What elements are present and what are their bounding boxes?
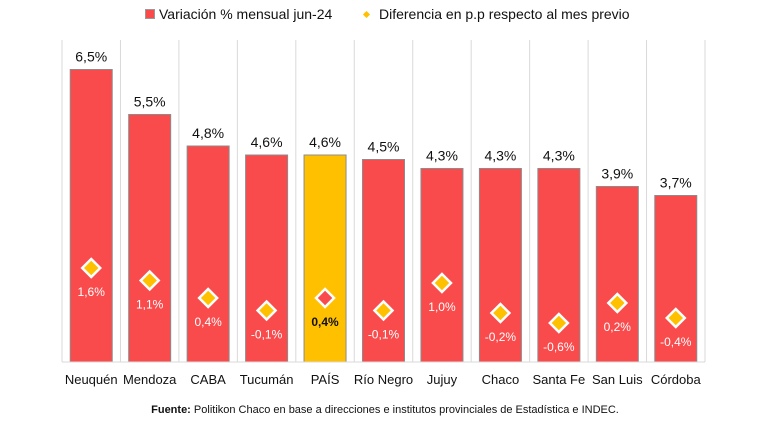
source-text: Politikon Chaco en base a direcciones e … bbox=[190, 404, 619, 416]
diamond-marker bbox=[372, 299, 395, 322]
legend-item-monthly-variation: Variación % mensual jun-24 bbox=[145, 6, 332, 22]
bar-jujuy bbox=[420, 168, 464, 363]
bar-chaco bbox=[478, 168, 522, 363]
bar-neuquén bbox=[69, 69, 113, 363]
diamond-marker bbox=[431, 272, 453, 294]
category-label: Neuquén bbox=[65, 372, 118, 387]
bar-value-label: 6,5% bbox=[75, 49, 107, 65]
category-label: PAÍS bbox=[311, 372, 340, 387]
source-note: Fuente: Politikon Chaco en base a direcc… bbox=[0, 404, 770, 416]
diamond-value-label: 1,0% bbox=[428, 300, 456, 314]
category-label: Tucumán bbox=[240, 372, 294, 387]
diamond-marker bbox=[548, 312, 570, 334]
bar-value-label: 4,8% bbox=[192, 125, 224, 141]
diamond-value-label: -0,1% bbox=[368, 328, 400, 342]
bar-value-label: 4,6% bbox=[251, 134, 283, 150]
diamond-value-label: 1,6% bbox=[78, 285, 106, 299]
category-label: Chaco bbox=[482, 372, 520, 387]
diamond-value-label: -0,1% bbox=[251, 328, 283, 342]
bar-mendoza bbox=[128, 114, 172, 363]
legend-item-pp-difference: Diferencia en p.p respecto al mes previo bbox=[360, 6, 630, 22]
category-label: Córdoba bbox=[651, 372, 702, 387]
bar-país bbox=[303, 154, 347, 363]
bar-value-label: 4,6% bbox=[309, 134, 341, 150]
diamond-value-label: -0,4% bbox=[660, 335, 692, 349]
bar-caba bbox=[186, 145, 230, 363]
bar-tucumán bbox=[245, 154, 289, 363]
category-label: Jujuy bbox=[427, 372, 458, 387]
diamond-value-label: 1,1% bbox=[136, 298, 164, 312]
category-axis-labels: Neuquén Mendoza CABA Tucumán PAÍS Río Negro Ju… bbox=[65, 372, 702, 387]
diamond-marker bbox=[255, 299, 278, 322]
diamond-marker bbox=[80, 257, 102, 279]
bar-value-label: 4,5% bbox=[368, 139, 400, 155]
diamond-value-labels: 1,6% 1,1% 0,4% -0,1% 0,4% -0,1% 1,0% -0,2% -0,6%… bbox=[78, 285, 692, 354]
diamond-marker bbox=[314, 287, 336, 309]
bar-value-label: 3,9% bbox=[601, 166, 633, 182]
diamond-series bbox=[80, 257, 687, 334]
diamond-value-label: -0,2% bbox=[485, 330, 517, 344]
category-label: CABA bbox=[190, 372, 226, 387]
bar-río-negro bbox=[362, 159, 405, 363]
category-separators bbox=[61, 40, 706, 362]
chart-legend: Variación % mensual jun-24 Diferencia en… bbox=[0, 6, 770, 28]
diamond-marker bbox=[138, 269, 161, 292]
bar-chart: 6,5% 5,5% 4,8% 4,6% 4,6% 4,5% 4,3% 4,3% 4,3% 3,9%… bbox=[61, 40, 706, 387]
legend-label: Diferencia en p.p respecto al mes previo bbox=[379, 6, 630, 22]
diamond-value-label: -0,6% bbox=[543, 340, 575, 354]
legend-label: Variación % mensual jun-24 bbox=[159, 6, 333, 22]
diamond-marker bbox=[489, 302, 512, 324]
category-label: San Luis bbox=[592, 372, 643, 387]
bar-value-label: 3,7% bbox=[660, 175, 692, 191]
bar-value-label: 4,3% bbox=[426, 148, 458, 164]
diamond-value-label: 0,4% bbox=[311, 315, 339, 329]
diamond-marker bbox=[606, 292, 629, 314]
diamond-marker bbox=[197, 287, 219, 309]
bar-córdoba bbox=[654, 195, 698, 363]
bar-value-label: 4,3% bbox=[484, 148, 516, 164]
category-label: Río Negro bbox=[354, 372, 413, 387]
bar-value-label: 5,5% bbox=[134, 94, 166, 110]
diamond-marker bbox=[665, 307, 687, 329]
source-prefix: Fuente: bbox=[151, 404, 191, 416]
bar-series bbox=[69, 69, 698, 363]
category-label: Mendoza bbox=[123, 372, 177, 387]
diamond-value-label: 0,2% bbox=[604, 320, 632, 334]
bar-value-label: 4,3% bbox=[543, 148, 575, 164]
category-label: Santa Fe bbox=[532, 372, 585, 387]
diamond-value-label: 0,4% bbox=[194, 315, 222, 329]
bar-value-labels: 6,5% 5,5% 4,8% 4,6% 4,6% 4,5% 4,3% 4,3% 4,3% 3,9%… bbox=[75, 49, 691, 191]
legend-swatch-square-icon bbox=[145, 9, 155, 19]
bar-san-luis bbox=[595, 186, 639, 363]
